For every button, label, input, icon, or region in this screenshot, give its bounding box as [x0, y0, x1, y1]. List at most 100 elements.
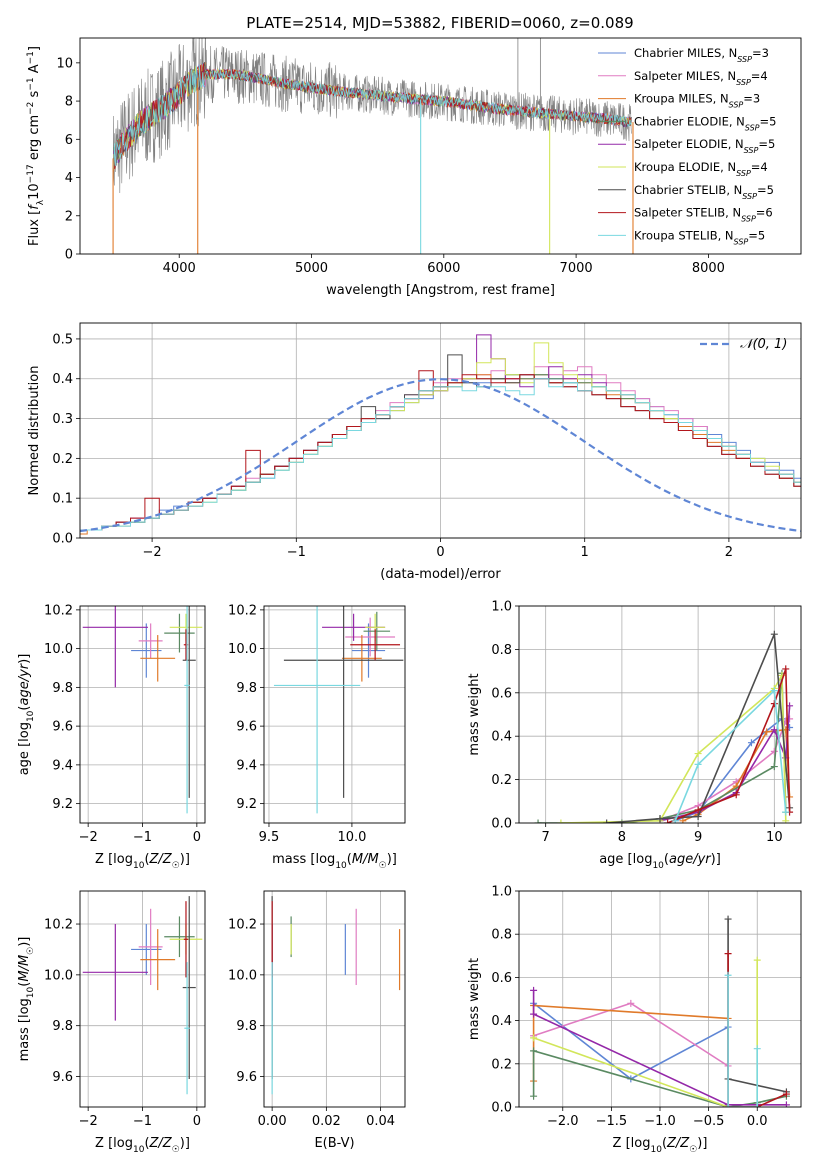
y-tick-label: 0.4 [491, 730, 512, 745]
plot-area [530, 915, 790, 1107]
data-point-marker [724, 950, 732, 958]
axes-frame [518, 605, 802, 824]
x-tick-label: 9.5 [259, 830, 280, 845]
y-tick-label: 10.0 [228, 968, 257, 983]
x-axis-label: Z [log10(Z/Z☉)] [613, 1136, 708, 1155]
plot-area [80, 334, 801, 535]
x-tick-label: −2 [79, 830, 98, 845]
y-tick-label: 0.8 [491, 643, 512, 658]
y-tick-label: 1.0 [491, 885, 512, 900]
x-axis-label: mass [log10(M/M☉)] [272, 852, 397, 871]
y-tick-label: 9.6 [52, 1070, 73, 1085]
y-tick-label: 0.5 [52, 332, 73, 347]
y-axis-label: mass weight [467, 673, 482, 755]
y-axis-label: Flux [fλ10−17 erg cm−2 s−1 A−1] [26, 46, 46, 246]
y-tick-label: 0.0 [52, 532, 73, 547]
x-tick-label: 5000 [295, 261, 328, 276]
legend-count: =3 [752, 46, 769, 60]
model-chabrier_stelib [112, 62, 632, 172]
data-point-marker [694, 760, 702, 768]
y-tick-label: 9.8 [52, 1019, 73, 1034]
x-tick-label: 0.0 [747, 1114, 768, 1129]
y-tick-label: 10.2 [228, 603, 257, 618]
legend-count: =5 [758, 137, 775, 151]
data-point-marker [753, 1045, 761, 1053]
axes-frame [263, 890, 406, 1108]
y-tick-label: 0 [65, 248, 73, 263]
x-tick-label: 0 [436, 545, 444, 560]
data-point-marker [530, 1092, 538, 1100]
x-axis-label: Z [log10(Z/Z☉)] [95, 852, 190, 871]
x-axis-label: wavelength [Angstrom, rest frame] [326, 283, 555, 298]
y-tick-label: 8 [65, 95, 73, 110]
x-tick-label: −1.0 [644, 1114, 676, 1129]
y-tick-label: 10.0 [44, 968, 73, 983]
y-tick-label: 0.2 [491, 773, 512, 788]
plot-area [271, 896, 401, 1095]
x-tick-label: −0.5 [693, 1114, 725, 1129]
y-tick-label: 10.2 [228, 918, 257, 933]
y-tick-label: 0.0 [491, 817, 512, 832]
y-tick-label: 10.2 [44, 603, 73, 618]
data-point-marker [732, 791, 740, 799]
legend-name: Salpeter STELIB, N [634, 206, 741, 220]
legend-entry: Chabrier MILES, NSSP=3 [634, 46, 769, 64]
y-tick-label: 10.0 [228, 642, 257, 657]
model-kroupa_stelib [112, 66, 632, 172]
legend-name: Chabrier STELIB, N [634, 183, 742, 197]
y-tick-label: 2 [65, 209, 73, 224]
y-tick-label: 0.4 [52, 372, 73, 387]
legend-subscript: SSP [741, 214, 756, 223]
legend-count: =3 [743, 92, 760, 106]
x-tick-label: −1.5 [596, 1114, 628, 1129]
x-tick-label: 0 [193, 830, 201, 845]
axes-frame [79, 605, 206, 824]
x-tick-label: 8000 [692, 261, 725, 276]
data-point-marker [770, 630, 778, 638]
panel-residuals: −2 −1 0 1 2 0.0 0.1 0.2 0.3 0.4 0.5 (data-model)/er… [27, 322, 802, 582]
plot-area [112, 38, 634, 254]
y-tick-label: 0.2 [491, 1057, 512, 1072]
x-tick-label: 6000 [427, 261, 460, 276]
data-point-marker [694, 750, 702, 758]
normal-curve [80, 378, 801, 533]
data-point-marker [530, 986, 538, 994]
y-tick-label: 9.6 [236, 720, 257, 735]
y-tick-label: 10 [56, 56, 73, 71]
legend-entry: Kroupa ELODIE, NSSP=4 [634, 160, 768, 178]
y-tick-label: 0.0 [491, 1101, 512, 1116]
y-tick-label: 0.6 [491, 971, 512, 986]
data-point-marker [763, 728, 771, 736]
y-tick-label: 0.3 [52, 412, 73, 427]
x-tick-label: 10.0 [337, 830, 366, 845]
data-point-marker [770, 763, 778, 771]
legend-count: =5 [757, 183, 774, 197]
axes-frame [79, 37, 802, 255]
y-tick-label: 6 [65, 133, 73, 148]
data-point-marker [627, 999, 635, 1007]
legend-count: =5 [748, 228, 765, 242]
x-tick-label: 0.04 [366, 1114, 395, 1129]
legend-count: =5 [760, 114, 777, 128]
data-point-marker [724, 915, 732, 923]
panel-spectrum: 4000 5000 6000 7000 8000 0 2 4 6 8 10 wavelength [A… [26, 37, 802, 298]
data-point-marker [782, 665, 790, 673]
data-point-marker [753, 956, 761, 964]
data-point-marker [753, 1103, 761, 1107]
panel-age_vs_Z: −2 −1 0 9.2 9.4 9.6 9.8 10.0 10.2 Z [log10(Z/Z☉)]… [17, 603, 206, 871]
x-tick-label: −1 [287, 545, 306, 560]
legend-entry: Kroupa STELIB, NSSP=5 [634, 228, 765, 246]
data-point-marker [694, 806, 702, 814]
y-axis-label: Normed distribution [27, 366, 42, 496]
legend-name: Salpeter ELODIE, N [634, 137, 744, 151]
y-tick-label: 9.8 [236, 681, 257, 696]
line-chabrier_elodie [532, 1049, 787, 1107]
data-point-marker [530, 1047, 538, 1055]
x-tick-label: 2 [725, 545, 733, 560]
axes-frame [263, 605, 406, 824]
legend-entry: Kroupa MILES, NSSP=3 [634, 92, 760, 110]
x-tick-label: 1 [581, 545, 589, 560]
y-tick-label: 0.8 [491, 928, 512, 943]
y-tick-label: 9.8 [52, 681, 73, 696]
